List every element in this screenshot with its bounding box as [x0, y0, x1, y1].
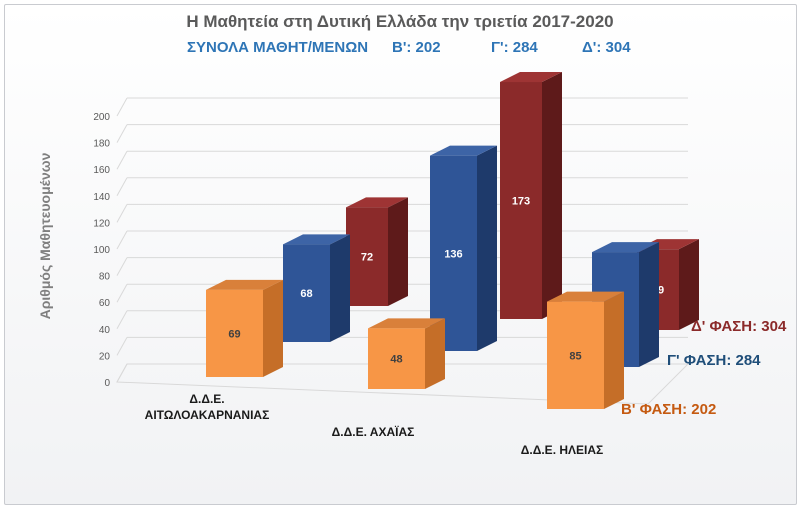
bar: [500, 82, 542, 320]
gridline-side: [116, 177, 128, 197]
gridline-side: [116, 257, 128, 276]
bar-top: [206, 279, 283, 290]
series-label: Γ' ΦΑΣΗ: 284: [667, 352, 761, 369]
gridline-side: [116, 230, 128, 250]
bar: [547, 301, 604, 409]
gridline-side: [116, 204, 128, 223]
bar-top: [547, 291, 624, 302]
y-axis-label: Αριθμός Μαθητευομένων: [37, 152, 53, 319]
gridline-side: [116, 310, 128, 330]
bar-side: [639, 242, 659, 367]
chart-title: Η Μαθητεία στη Δυτική Ελλάδα την τριετία…: [186, 12, 614, 31]
series-label: Β' ΦΑΣΗ: 202: [621, 401, 716, 418]
bar-side: [425, 318, 445, 389]
subtitle-total-d: Δ': 304: [582, 39, 631, 56]
category-label: Δ.Δ.Ε.: [189, 392, 224, 406]
subtitle-total-b: Β': 202: [392, 39, 441, 56]
data-label: 136: [444, 248, 462, 260]
category-label: Δ.Δ.Ε. ΗΛΕΙΑΣ: [521, 443, 603, 457]
bar-top: [592, 242, 659, 253]
bar-side: [542, 72, 562, 320]
y-tick-label: 40: [99, 325, 111, 336]
y-tick-label: 80: [99, 272, 111, 283]
floor-outline: [116, 363, 690, 405]
subtitle-label: ΣΥΝΟΛΑ ΜΑΘΗΤ/ΜΕΝΩΝ: [187, 39, 369, 56]
data-label: 173: [512, 196, 530, 208]
y-tick-label: 120: [93, 218, 110, 229]
bar-side: [263, 279, 283, 377]
y-tick-label: 140: [93, 192, 110, 203]
data-label: 68: [300, 288, 312, 300]
gridline-side: [116, 150, 128, 170]
gridline-side: [116, 97, 128, 117]
subtitle-total-g: Γ': 284: [491, 39, 538, 56]
y-tick-label: 180: [93, 139, 110, 150]
bar-side: [679, 239, 699, 330]
bar-top: [500, 72, 562, 83]
y-tick-label: 20: [99, 351, 111, 362]
data-label: 85: [569, 350, 581, 362]
bar: [346, 207, 388, 306]
series-label: Δ' ΦΑΣΗ: 304: [691, 318, 787, 335]
bar-side: [477, 145, 497, 351]
bar-side: [388, 197, 408, 306]
gridline-side: [116, 337, 128, 356]
gridline-side: [116, 283, 128, 303]
y-tick-label: 100: [93, 245, 110, 256]
bar-top: [368, 318, 445, 329]
y-tick-label: 60: [99, 298, 111, 309]
category-label: ΑΙΤΩΛΟΑΚΑΡΝΑΝΙΑΣ: [145, 408, 270, 422]
bar: [206, 289, 263, 377]
bar-side: [330, 234, 350, 342]
y-tick-label: 0: [104, 378, 110, 389]
category-label: Δ.Δ.Ε. ΑΧΑΪΑΣ: [332, 424, 415, 439]
gridline-side: [116, 124, 128, 143]
data-label: 48: [390, 354, 402, 366]
bar-top: [430, 145, 497, 156]
y-tick-label: 200: [93, 112, 110, 123]
bar-top: [283, 234, 350, 245]
bar: [283, 244, 330, 342]
bar: [368, 328, 425, 389]
data-label: 69: [228, 328, 240, 340]
data-label: 72: [361, 252, 373, 264]
bar-side: [604, 291, 624, 409]
y-tick-label: 160: [93, 165, 110, 176]
bar-top: [346, 197, 408, 208]
